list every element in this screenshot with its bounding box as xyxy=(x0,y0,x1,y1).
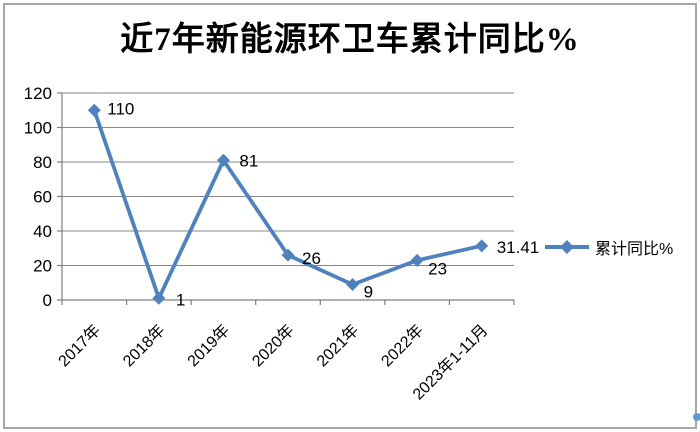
data-label: 9 xyxy=(364,282,373,301)
legend: 累计同比% xyxy=(545,236,673,258)
data-point-marker xyxy=(152,291,166,305)
watermark-dot xyxy=(693,413,700,421)
data-label: 23 xyxy=(428,259,447,278)
data-point-marker xyxy=(346,277,360,291)
legend-marker-icon xyxy=(545,240,589,254)
data-point-marker xyxy=(475,239,489,253)
x-axis-label: 2017年 xyxy=(55,321,104,370)
x-axis-label: 2019年 xyxy=(184,321,233,370)
y-axis-label: 20 xyxy=(33,257,52,276)
x-axis-label: 2021年 xyxy=(313,321,362,370)
data-label: 26 xyxy=(302,249,321,268)
series-line xyxy=(92,108,484,301)
data-label: 31.41 xyxy=(497,238,540,257)
data-point-marker xyxy=(87,103,101,117)
y-axis-label: 80 xyxy=(33,153,52,172)
y-axis-label: 100 xyxy=(24,119,52,138)
data-label: 110 xyxy=(107,99,134,118)
chart-title: 近7年新能源环卫车累计同比% xyxy=(120,22,580,58)
y-axis-label: 60 xyxy=(33,188,52,207)
data-point-marker xyxy=(216,153,230,167)
x-axis-label: 2020年 xyxy=(249,321,298,370)
data-label: 81 xyxy=(239,151,258,170)
legend-diamond-icon xyxy=(560,240,574,254)
data-label: 1 xyxy=(176,290,185,309)
x-axis-label: 2022年 xyxy=(378,321,427,370)
y-axis-label: 120 xyxy=(24,84,52,103)
data-point-marker xyxy=(410,253,424,267)
y-axis-label: 40 xyxy=(33,222,52,241)
data-point-marker xyxy=(281,248,295,262)
x-axis-label: 2018年 xyxy=(119,321,168,370)
y-axis-label: 0 xyxy=(43,291,52,310)
legend-label: 累计同比% xyxy=(595,241,674,258)
